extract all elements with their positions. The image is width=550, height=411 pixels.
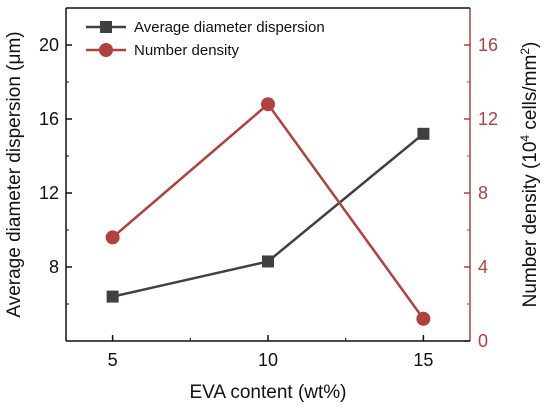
y-right-title-mid: cells/mm [520,55,541,135]
legend-label: Number density [134,42,240,59]
x-tick-label: 5 [108,350,118,370]
y-left-tick-label: 12 [39,183,59,203]
y-right-tick-label: 0 [478,331,488,351]
right-axis: 0 4 8 12 16 [464,8,498,351]
data-point-circle [106,230,120,244]
y-left-tick-label: 20 [39,35,59,55]
y-left-tick-label: 16 [39,109,59,129]
left-axis: 8 12 16 20 [39,8,72,341]
data-point-circle [261,97,275,111]
data-point-square [417,128,429,140]
legend-marker-circle [99,43,113,57]
legend-label: Average diameter dispersion [134,19,325,36]
legend: Average diameter dispersion Number densit… [86,19,325,59]
x-tick-label: 15 [413,350,433,370]
y-right-tick-label: 16 [478,35,498,55]
legend-marker-square [100,21,112,33]
y-right-tick-label: 8 [478,183,488,203]
y-right-title-pre: Number density (10 [520,142,541,308]
y-right-tick-label: 4 [478,257,488,277]
y-axis-right-title: Number density (104 cells/mm2) [518,42,541,308]
x-axis-title: EVA content (wt%) [190,382,347,403]
x-tick-label: 10 [258,350,278,370]
series-line [113,134,424,297]
x-axis: 5 10 15 [66,8,470,370]
series [106,97,431,326]
y-right-title-post: ) [520,42,541,48]
y-axis-left-title: Average diameter dispersion (μm) [4,31,25,317]
data-point-square [262,255,274,267]
y-right-tick-label: 12 [478,109,498,129]
y-left-tick-label: 8 [49,257,59,277]
data-point-square [107,291,119,303]
data-point-circle [416,312,430,326]
